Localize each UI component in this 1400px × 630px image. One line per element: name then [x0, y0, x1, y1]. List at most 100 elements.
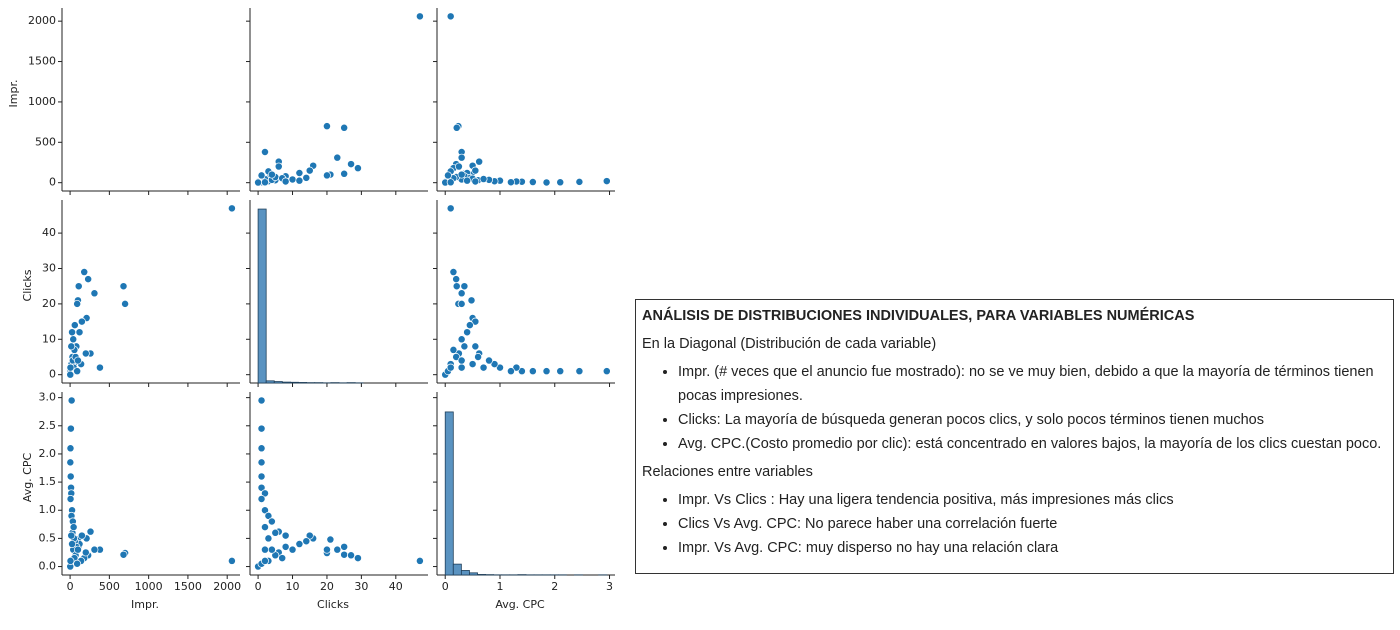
y-tick-label: 3.0 [39, 391, 57, 404]
bullet-item: Impr. Vs Clics : Hay una ligera tendenci… [678, 488, 1387, 512]
histogram-bar [444, 411, 454, 576]
scatter-point [69, 335, 78, 344]
scatter-point [288, 175, 297, 184]
histogram-bar [298, 382, 308, 384]
scatter-point [73, 367, 82, 376]
y-tick-label: 2.0 [39, 447, 57, 460]
scatter-point [281, 542, 290, 551]
x-tick-label: 20 [320, 580, 334, 593]
scatter-point [474, 353, 483, 361]
scatter-point [257, 458, 266, 467]
scatter-point [449, 345, 458, 354]
scatter-point [271, 551, 280, 560]
scatter-point [66, 363, 75, 372]
scatter-point [575, 367, 584, 376]
pairplot: 05001000150020000102030400.00.51.01.52.0… [7, 8, 615, 611]
scatter-point [77, 317, 86, 326]
scatter-point [119, 282, 128, 291]
scatter-point [67, 396, 76, 405]
scatter-point [77, 531, 86, 540]
scatter-point [457, 299, 466, 308]
scatter-point [463, 176, 472, 185]
scatter-point [452, 353, 461, 361]
scatter-point [68, 540, 77, 548]
x-axis-label: Clicks [317, 598, 349, 611]
y-tick-label: 1.0 [39, 503, 57, 516]
section-heading: En la Diagonal (Distribución de cada var… [642, 336, 937, 352]
scatter-point [575, 177, 584, 186]
scatter-point [322, 171, 331, 180]
scatter-point [333, 153, 342, 162]
scatter-point [556, 178, 565, 187]
scatter-point [257, 424, 266, 433]
scatter-point [322, 545, 331, 554]
scatter-point [457, 170, 466, 179]
scatter-point [257, 495, 266, 503]
x-tick-label: 10 [286, 580, 300, 593]
scatter-point [261, 506, 269, 515]
bullet-item: Avg. CPC.(Costo promedio por clic): está… [678, 432, 1387, 456]
x-tick-label: 500 [99, 580, 120, 593]
scatter-point [465, 321, 474, 330]
scatter-point [267, 170, 276, 179]
scatter-point [227, 204, 236, 213]
scatter-point [457, 335, 466, 344]
scatter-point [95, 363, 104, 372]
scatter-point [305, 531, 314, 540]
x-tick-label: 0 [255, 580, 262, 593]
scatter-point [471, 177, 480, 186]
x-tick-label: 40 [389, 580, 403, 593]
scatter-point [517, 367, 526, 376]
y-tick-label: 10 [42, 332, 56, 345]
scatter-point [119, 550, 128, 559]
y-axis-label: Avg. CPC [21, 453, 34, 503]
section-heading: Relaciones entre variables [642, 464, 813, 480]
y-tick-label: 2.5 [39, 419, 57, 432]
scatter-point [264, 534, 273, 543]
scatter-point [452, 282, 461, 291]
scatter-point [66, 370, 75, 379]
x-tick-label: 0 [442, 580, 449, 593]
scatter-point [261, 178, 269, 187]
scatter-point [73, 545, 82, 554]
scatter-point [75, 328, 84, 337]
scatter-point [305, 166, 314, 175]
scatter-point [281, 531, 290, 540]
scatter-point [274, 162, 283, 171]
scatter-point [295, 540, 304, 548]
scatter-point [278, 554, 287, 563]
scatter-point [271, 528, 280, 537]
scatter-point [528, 367, 537, 376]
y-tick-label: 0 [49, 368, 56, 381]
scatter-point [261, 148, 269, 156]
scatter-point [257, 472, 266, 481]
scatter-point [452, 123, 461, 132]
x-tick-label: 3 [606, 580, 613, 593]
scatter-point [254, 178, 263, 187]
scatter-point [496, 363, 504, 372]
scatter-point [257, 444, 266, 453]
scatter-point [81, 548, 90, 557]
scatter-point [66, 556, 75, 565]
x-tick-label: 1 [496, 580, 503, 593]
scatter-point [322, 122, 331, 131]
scatter-point [528, 178, 537, 186]
scatter-point [340, 123, 349, 132]
scatter-point [490, 360, 499, 369]
y-tick-label: 0.5 [39, 531, 57, 544]
scatter-point [353, 164, 362, 173]
y-tick-label: 0 [49, 176, 56, 189]
scatter-point [90, 289, 99, 298]
scatter-point [70, 321, 79, 330]
scatter-point [80, 268, 89, 276]
y-tick-label: 20 [42, 297, 56, 310]
scatter-point [281, 177, 290, 186]
y-tick-label: 1000 [28, 95, 56, 108]
scatter-point [261, 489, 269, 498]
scatter-point [227, 556, 236, 565]
scatter-point [468, 360, 477, 369]
scatter-point [506, 367, 515, 376]
scatter-point [460, 342, 469, 351]
scatter-point [512, 363, 521, 372]
x-tick-label: 2 [551, 580, 558, 593]
